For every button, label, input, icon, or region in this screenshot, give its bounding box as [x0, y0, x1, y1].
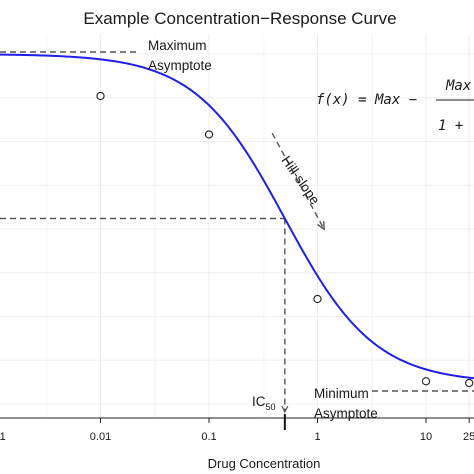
ic50-label: IC50 [252, 394, 276, 412]
ic50-label-main: IC [252, 394, 266, 409]
max-asymptote-label-line1: Maximum [148, 38, 207, 53]
hill-slope-label: Hill-slope [279, 153, 323, 207]
data-points [96, 91, 474, 388]
x-tick-label: 1 [314, 431, 320, 443]
ic50-label-subscript: 50 [266, 402, 276, 412]
hill-equation: f(x) = Max − Max 1 + ( [316, 78, 474, 134]
x-tick-label: 0.001 [0, 431, 6, 443]
data-point [313, 294, 322, 304]
chart-title: Example Concentration−Response Curve [83, 9, 396, 28]
data-point [421, 377, 431, 386]
data-point [96, 91, 105, 101]
annotation-guides [0, 51, 474, 430]
hill-slope-arrowhead [317, 221, 325, 231]
formula-denominator: 1 + ( [438, 118, 474, 134]
x-tick-label: 10 [420, 431, 432, 443]
x-axis-label: Drug Concentration [208, 456, 321, 471]
x-tick-label: 0.1 [201, 431, 216, 443]
formula-numerator: Max [445, 78, 472, 94]
min-asymptote-label-line1: Minimum [314, 386, 369, 401]
data-point [465, 378, 474, 388]
ic50-arrowhead [281, 405, 289, 414]
x-tick-labels: 0.001 0.01 0.1 1 10 25 [0, 418, 474, 443]
min-asymptote-label-line2: Asymptote [314, 406, 378, 421]
hill-slope-arrow [271, 132, 325, 230]
fitted-curve [0, 53, 474, 380]
x-tick-label: 25 [463, 431, 474, 443]
x-tick-label: 0.01 [90, 431, 111, 443]
gridlines [0, 34, 474, 418]
data-point [204, 130, 214, 139]
formula-lhs: f(x) = Max − [316, 92, 417, 108]
max-asymptote-label-line2: Asymptote [148, 58, 212, 73]
